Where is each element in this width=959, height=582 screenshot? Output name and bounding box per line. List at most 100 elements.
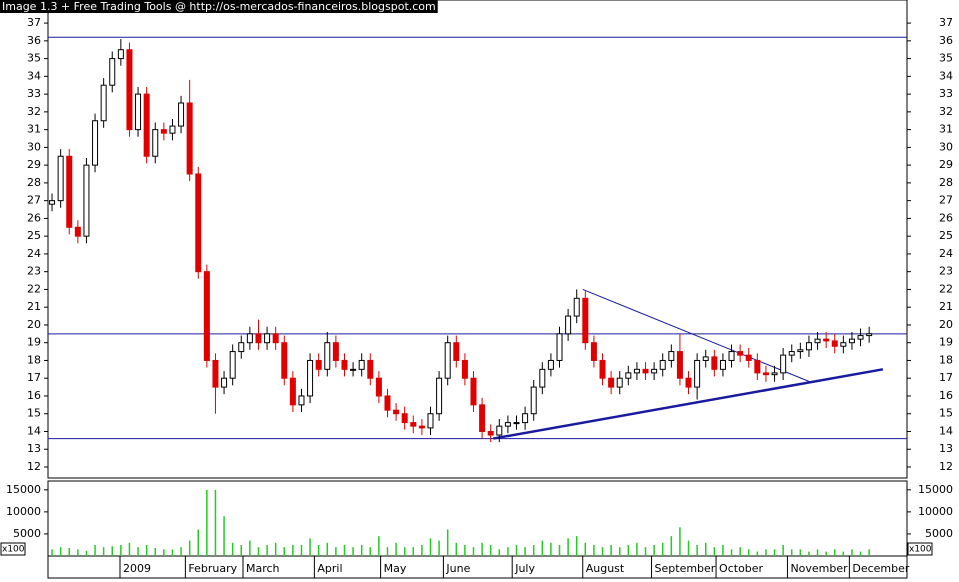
x-tick-label: 2009 bbox=[123, 562, 151, 575]
volume-bar bbox=[515, 544, 518, 556]
candle-body bbox=[522, 413, 529, 424]
volume-bar bbox=[343, 544, 346, 556]
candle-body bbox=[307, 359, 314, 397]
y-tick-label: 18 bbox=[27, 353, 41, 366]
volume-bar bbox=[163, 549, 165, 556]
candle-body bbox=[384, 395, 391, 411]
volume-bar bbox=[94, 544, 96, 556]
volume-bar bbox=[231, 542, 234, 556]
volume-bar bbox=[128, 542, 131, 556]
candle-body bbox=[367, 359, 374, 379]
volume-bar bbox=[85, 550, 88, 556]
volume-bar bbox=[455, 542, 458, 556]
y-tick-label: 26 bbox=[939, 211, 953, 224]
candle-body bbox=[504, 422, 511, 427]
volume-bar bbox=[825, 551, 827, 556]
volume-bar bbox=[412, 547, 415, 556]
candle-body bbox=[866, 333, 873, 337]
candle-body bbox=[221, 377, 228, 388]
y-tick-label: 16 bbox=[939, 389, 953, 402]
x-tick-label: May bbox=[384, 562, 407, 575]
volume-bar bbox=[102, 547, 105, 556]
volume-bar bbox=[834, 549, 836, 556]
volume-bar bbox=[567, 538, 569, 556]
y-tick-label: 28 bbox=[27, 176, 41, 189]
candle-body bbox=[857, 335, 864, 340]
candle-body bbox=[375, 377, 382, 397]
candle-body bbox=[805, 342, 812, 351]
volume-bar bbox=[352, 547, 354, 556]
volume-bar bbox=[782, 544, 784, 556]
candle-body bbox=[418, 425, 425, 429]
volume-bar bbox=[240, 544, 243, 556]
candle-body bbox=[565, 315, 572, 335]
x-tick-label: February bbox=[188, 562, 237, 575]
candle-body bbox=[186, 102, 193, 175]
candle-body bbox=[780, 354, 787, 374]
candle-body bbox=[298, 395, 305, 406]
unit-label: x100 bbox=[909, 545, 932, 555]
candle-body bbox=[745, 354, 752, 361]
candle-body bbox=[238, 342, 245, 353]
volume-bar bbox=[421, 544, 423, 556]
y-tick-label: 30 bbox=[939, 140, 953, 153]
candle-body bbox=[143, 93, 150, 157]
y-tick-label: 28 bbox=[939, 176, 953, 189]
y-tick-label: 20 bbox=[27, 318, 41, 331]
y-tick-label: 15 bbox=[939, 407, 953, 420]
candle-body bbox=[126, 49, 133, 131]
y-tick-label: 10000 bbox=[918, 505, 953, 518]
volume-bar bbox=[369, 547, 372, 556]
candle-body bbox=[74, 226, 81, 237]
unit-label-box bbox=[0, 542, 26, 556]
volume-bar bbox=[274, 542, 277, 556]
candle-body bbox=[728, 351, 735, 361]
candle-body bbox=[754, 359, 761, 374]
y-tick-label: 34 bbox=[27, 69, 41, 82]
candle-body bbox=[83, 164, 90, 237]
volume-bar bbox=[360, 544, 363, 556]
trend-line bbox=[493, 368, 884, 440]
volume-bar bbox=[739, 547, 741, 556]
volume-bar bbox=[790, 549, 793, 556]
volume-bar bbox=[644, 547, 647, 556]
volume-bar bbox=[257, 547, 260, 556]
candle-body bbox=[350, 368, 357, 371]
y-tick-label: 17 bbox=[27, 371, 41, 384]
candle-body bbox=[281, 342, 288, 379]
volume-bar bbox=[687, 540, 690, 556]
candle-body bbox=[169, 125, 176, 134]
y-tick-label: 37 bbox=[27, 16, 41, 29]
y-tick-label: 33 bbox=[939, 87, 953, 100]
candle-body bbox=[719, 359, 726, 370]
y-tick-label: 37 bbox=[939, 16, 953, 29]
candle-body bbox=[203, 271, 210, 361]
price-panel bbox=[47, 0, 908, 479]
x-tick-label: July bbox=[514, 562, 535, 575]
y-tick-label: 15 bbox=[27, 407, 41, 420]
y-tick-label: 18 bbox=[939, 353, 953, 366]
volume-bar bbox=[653, 544, 655, 556]
candle-body bbox=[212, 359, 219, 388]
candle-body bbox=[324, 342, 331, 370]
volume-bar bbox=[249, 540, 251, 556]
candle-body bbox=[539, 368, 546, 388]
candle-body bbox=[823, 338, 830, 342]
volume-bar bbox=[472, 547, 475, 556]
volume-bar bbox=[859, 551, 862, 556]
candle-body bbox=[341, 359, 348, 370]
volume-bar bbox=[575, 536, 578, 556]
volume-bar bbox=[636, 542, 638, 556]
candle-body bbox=[642, 368, 649, 374]
candle-body bbox=[229, 351, 236, 379]
volume-bar bbox=[679, 527, 681, 556]
candle-body bbox=[195, 173, 202, 273]
y-tick-label: 29 bbox=[27, 158, 41, 171]
volume-bar bbox=[627, 544, 630, 556]
y-tick-label: 27 bbox=[939, 194, 953, 207]
y-tick-label: 36 bbox=[939, 34, 953, 47]
volume-bar bbox=[816, 549, 819, 556]
volume-bar bbox=[610, 544, 612, 556]
candle-body bbox=[582, 297, 589, 344]
